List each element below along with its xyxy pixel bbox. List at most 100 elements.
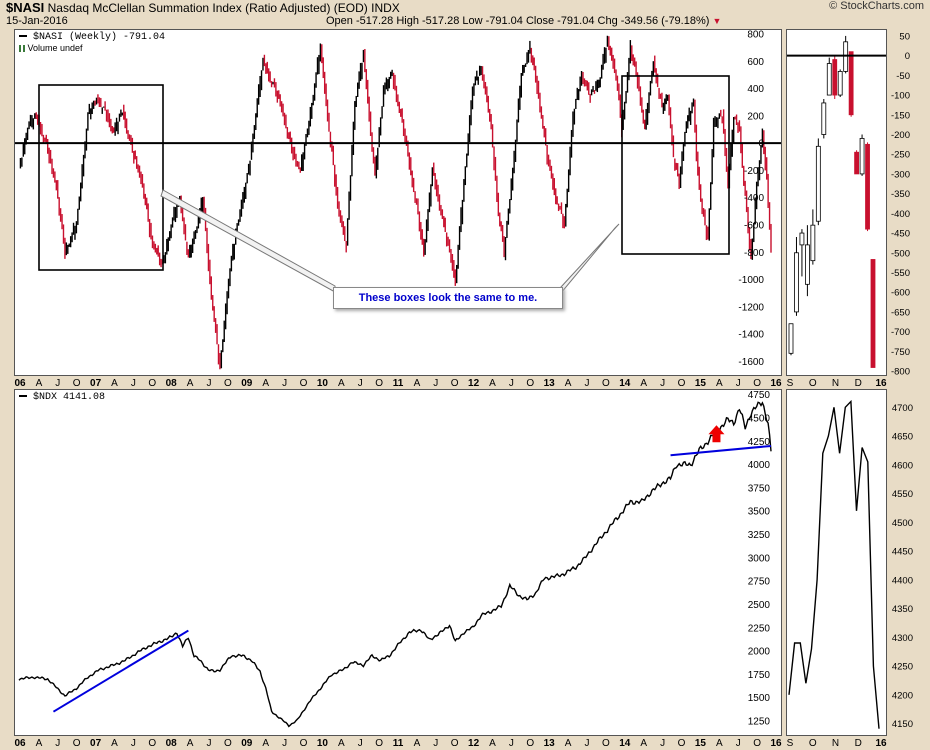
x-tick-label: J <box>509 378 514 389</box>
x-tick-label: O <box>678 378 686 389</box>
x-tick-label: J <box>660 378 665 389</box>
down-arrow-icon: ▼ <box>712 16 722 26</box>
candle-body <box>870 259 876 368</box>
y-tick-label: -750 <box>891 347 910 358</box>
x-tick-label: 11 <box>393 378 404 389</box>
x-tick-label: O <box>809 378 817 389</box>
x-tick-label: J <box>55 378 60 389</box>
x-tick-label: 12 <box>468 378 480 389</box>
x-tick-label: 10 <box>317 378 329 389</box>
candle-body <box>794 252 799 313</box>
y-tick-label: 4150 <box>892 719 913 730</box>
x-tick-label: S <box>787 378 794 389</box>
legend-swatch <box>19 395 27 398</box>
x-tick-label: A <box>414 738 421 749</box>
header-ohlc: Open -517.28 High -517.28 Low -791.04 Cl… <box>326 15 721 27</box>
x-tick-label: O <box>148 378 156 389</box>
x-tick-label: 11 <box>393 738 404 749</box>
top-zoom-panel <box>786 29 887 376</box>
header-date: 15-Jan-2016 <box>6 15 68 27</box>
x-tick-label: A <box>187 378 194 389</box>
x-tick-label: A <box>111 738 118 749</box>
candle-body <box>821 102 827 135</box>
x-tick-label: D <box>855 738 862 749</box>
up-arrow-icon <box>708 425 725 443</box>
y-tick-label: 4550 <box>892 489 913 500</box>
x-tick-label: A <box>640 738 647 749</box>
candle-body <box>815 145 821 222</box>
x-tick-label: A <box>489 738 496 749</box>
x-tick-label: O <box>602 378 610 389</box>
x-tick-label: A <box>414 378 421 389</box>
x-tick-label: 08 <box>166 738 178 749</box>
y-tick-label: -50 <box>896 71 910 82</box>
x-tick-label: O <box>73 738 81 749</box>
candle-body <box>832 59 838 96</box>
x-tick-label: J <box>585 378 590 389</box>
x-tick-label: J <box>207 738 212 749</box>
x-tick-label: J <box>433 738 438 749</box>
x-tick-label: O <box>753 738 761 749</box>
exchange: INDX <box>371 1 400 15</box>
x-tick-label: J <box>585 738 590 749</box>
legend-series-label: $NASI (Weekly) -791.04 <box>33 32 166 43</box>
ohlc-values: Open -517.28 High -517.28 Low -791.04 Cl… <box>326 15 710 27</box>
highlight-box-right <box>621 75 730 255</box>
x-tick-label: 16 <box>875 378 887 389</box>
bottom-main-panel: $NDX 4141.08 <box>14 389 782 736</box>
x-tick-label: N <box>832 378 839 389</box>
y-tick-label: -800 <box>891 367 910 378</box>
x-tick-label: O <box>678 738 686 749</box>
x-tick-label: O <box>753 378 761 389</box>
y-tick-label: -600 <box>891 288 910 299</box>
candle-body <box>799 232 805 246</box>
y-tick-label: -250 <box>891 150 910 161</box>
x-tick-label: O <box>300 378 308 389</box>
x-tick-label: A <box>111 378 118 389</box>
y-tick-label: 4300 <box>892 633 913 644</box>
y-tick-label: 4250 <box>892 662 913 673</box>
callout-pointer-left <box>160 189 336 293</box>
legend-series-label: $NDX 4141.08 <box>33 392 106 403</box>
x-tick-label: O <box>526 378 534 389</box>
top-legend-volume: Volume undef <box>19 43 83 53</box>
x-tick-label: 16 <box>770 378 782 389</box>
x-tick-label: J <box>433 378 438 389</box>
x-tick-label: S <box>787 738 794 749</box>
x-tick-label: 07 <box>90 738 102 749</box>
candle-body <box>865 143 870 230</box>
x-tick-label: J <box>509 738 514 749</box>
bottom-zoom-panel <box>786 389 887 736</box>
x-tick-label: O <box>809 738 817 749</box>
header-title: $NASI Nasdaq McClellan Summation Index (… <box>6 0 400 15</box>
x-tick-label: 16 <box>875 738 887 749</box>
x-tick-label: A <box>36 378 43 389</box>
x-tick-label: 06 <box>14 378 26 389</box>
volume-label: Volume undef <box>27 43 83 53</box>
x-tick-label: J <box>207 378 212 389</box>
y-tick-label: -550 <box>891 268 910 279</box>
bottom-legend-series: $NDX 4141.08 <box>19 392 105 403</box>
trend-line-2015 <box>670 444 772 457</box>
candle-body <box>859 138 865 175</box>
x-tick-label: O <box>451 378 459 389</box>
ndx-zoom-line <box>788 399 880 729</box>
x-tick-label: A <box>565 738 572 749</box>
candle-body <box>854 151 859 175</box>
x-tick-label: 10 <box>317 738 329 749</box>
candle-body <box>848 51 854 116</box>
candle-body <box>826 63 832 96</box>
x-tick-label: A <box>489 378 496 389</box>
callout-annotation: These boxes look the same to me. <box>333 287 563 309</box>
y-tick-label: 4200 <box>892 690 913 701</box>
top-main-panel: $NASI (Weekly) -791.04 Volume undef Thes… <box>14 29 782 376</box>
x-tick-label: A <box>716 378 723 389</box>
y-tick-label: 50 <box>899 31 910 42</box>
x-tick-label: J <box>660 738 665 749</box>
y-tick-label: -350 <box>891 189 910 200</box>
x-tick-label: O <box>224 378 232 389</box>
x-tick-label: J <box>131 378 136 389</box>
x-tick-label: D <box>855 378 862 389</box>
x-tick-label: O <box>375 738 383 749</box>
x-tick-label: 14 <box>619 378 631 389</box>
